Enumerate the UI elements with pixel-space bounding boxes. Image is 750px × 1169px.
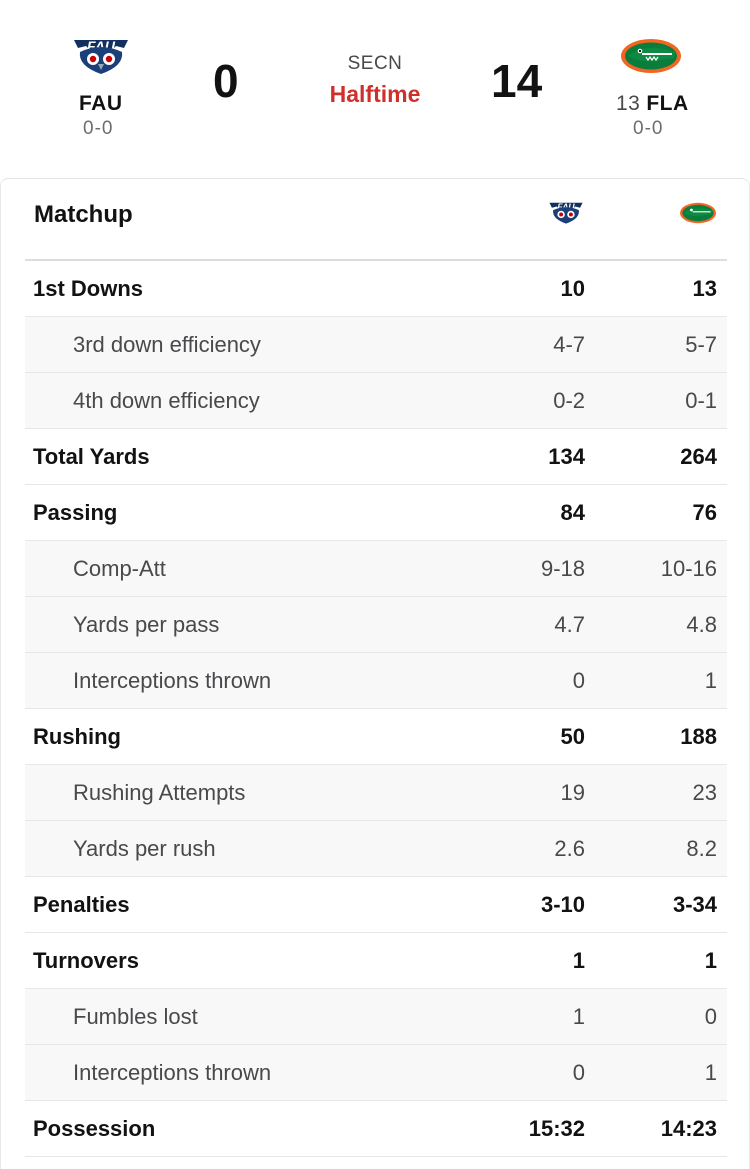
away-stat-value: 4-7 — [553, 332, 585, 357]
away-team-record: 0-0 — [83, 118, 114, 139]
away-stat-value: 50 — [560, 724, 585, 749]
away-stat-value: 84 — [560, 500, 585, 525]
home-stat-value: 5-7 — [685, 332, 717, 357]
stat-row: 1st Downs 10 13 — [25, 261, 727, 317]
stat-row: Passing 84 76 — [25, 485, 727, 541]
away-stat-value: 1 — [572, 948, 585, 973]
stat-subrow: Yards per pass 4.7 4.8 — [25, 597, 727, 653]
home-score: 14 — [491, 55, 543, 107]
game-header: FAU FAU 0-0 0 SECN Halftime 14 13 FLA 0-0 — [0, 0, 750, 178]
home-stat-value: 76 — [692, 500, 717, 525]
home-stat-value: 1 — [704, 948, 717, 973]
away-stat-value: 10 — [560, 276, 585, 301]
stat-label: 4th down efficiency — [73, 388, 260, 413]
stat-label: Rushing Attempts — [73, 780, 246, 805]
home-stat-value: 188 — [680, 724, 717, 749]
away-score: 0 — [213, 55, 239, 107]
stats-table: 1st Downs 10 13 3rd down efficiency 4-7 5-7 4t… — [25, 259, 727, 1157]
home-stat-value: 0 — [704, 1004, 717, 1029]
stat-subrow: 3rd down efficiency 4-7 5-7 — [25, 317, 727, 373]
stat-label: Interceptions thrown — [73, 668, 272, 693]
florida-gator-logo-icon[interactable] — [620, 36, 682, 76]
stat-row: Total Yards 134 264 — [25, 429, 727, 485]
away-stat-value: 134 — [548, 444, 585, 469]
home-stat-value: 14:23 — [660, 1116, 717, 1141]
away-stat-value: 2.6 — [554, 836, 585, 861]
home-team-abbr-text: FLA — [646, 92, 689, 115]
away-stat-value: 15:32 — [528, 1116, 585, 1141]
stat-row: Rushing 50 188 — [25, 709, 727, 765]
stat-label: Total Yards — [33, 444, 150, 469]
stat-subrow: Interceptions thrown 0 1 — [25, 653, 727, 709]
home-stat-value: 1 — [704, 668, 717, 693]
home-team-abbr[interactable]: 13 FLA — [616, 92, 689, 116]
stat-subrow: Comp-Att 9-18 10-16 — [25, 541, 727, 597]
stat-label: 3rd down efficiency — [73, 332, 261, 357]
home-stat-value: 8.2 — [686, 836, 717, 861]
home-stat-value: 1 — [704, 1060, 717, 1085]
away-stat-value: 9-18 — [540, 556, 585, 581]
away-team-abbr[interactable]: FAU — [79, 92, 123, 115]
stat-label: Yards per pass — [73, 612, 220, 637]
stat-label: Rushing — [33, 724, 121, 749]
stat-label: Possession — [33, 1116, 156, 1141]
away-stat-value: 19 — [560, 780, 585, 805]
away-stat-value: 3-10 — [540, 892, 585, 917]
away-stat-value: 1 — [572, 1004, 585, 1029]
stat-row: Possession 15:32 14:23 — [25, 1101, 727, 1157]
away-stat-value: 0 — [572, 1060, 585, 1085]
stat-subrow: Fumbles lost 1 0 — [25, 989, 727, 1045]
tv-network: SECN — [347, 53, 403, 74]
home-stat-value: 264 — [680, 444, 717, 469]
stat-label: Yards per rush — [73, 836, 216, 861]
home-team-record: 0-0 — [633, 118, 664, 139]
stat-subrow: 4th down efficiency 0-2 0-1 — [25, 373, 727, 429]
stat-label: Passing — [33, 500, 118, 525]
stat-subrow: Rushing Attempts 19 23 — [25, 765, 727, 821]
fau-column-logo-icon: FAU — [547, 199, 585, 225]
matchup-title: Matchup — [34, 201, 133, 228]
away-stat-value: 0 — [572, 668, 585, 693]
gator-column-logo-icon — [679, 201, 717, 225]
home-stat-value: 4.8 — [686, 612, 717, 637]
away-stat-value: 0-2 — [553, 388, 585, 413]
matchup-card: Matchup FAU 1st Downs 10 13 3rd down effici… — [0, 178, 750, 1169]
svg-text:FAU: FAU — [557, 202, 575, 212]
home-team-rank: 13 — [616, 92, 641, 115]
home-stat-value: 13 — [692, 276, 717, 301]
stat-row: Penalties 3-10 3-34 — [25, 877, 727, 933]
stat-label: Comp-Att — [73, 556, 166, 581]
stat-label: Penalties — [33, 892, 130, 917]
away-stat-value: 4.7 — [554, 612, 585, 637]
stat-row: Turnovers 1 1 — [25, 933, 727, 989]
fau-owl-logo-icon[interactable]: FAU — [70, 34, 132, 76]
stat-subrow: Interceptions thrown 0 1 — [25, 1045, 727, 1101]
stat-label: 1st Downs — [33, 276, 144, 301]
home-stat-value: 0-1 — [685, 388, 717, 413]
stat-label: Turnovers — [33, 948, 139, 973]
stat-subrow: Yards per rush 2.6 8.2 — [25, 821, 727, 877]
home-stat-value: 3-34 — [672, 892, 717, 917]
home-stat-value: 10-16 — [660, 556, 717, 581]
stat-label: Fumbles lost — [73, 1004, 198, 1029]
home-stat-value: 23 — [692, 780, 717, 805]
game-status: Halftime — [329, 81, 421, 107]
stat-label: Interceptions thrown — [73, 1060, 272, 1085]
